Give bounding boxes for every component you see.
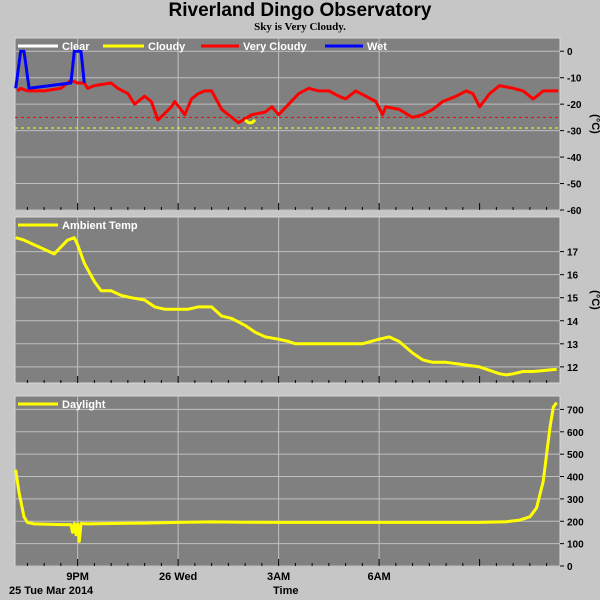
y-tick-label: 17 [567,248,579,259]
y-tick-label: 100 [567,540,584,551]
x-tick-label: 26 Wed [159,571,197,583]
chart-subtitle: Sky is Very Cloudy. [254,21,346,33]
date-label: 25 Tue Mar 2014 [9,585,94,597]
y-tick-label: -30 [567,127,582,138]
plot-area-daylight [14,395,561,567]
x-tick-label: 6AM [367,571,390,583]
y-axis-label: (°C) [589,114,600,134]
panel-ambient: 17 16 15 14 13 12 (°C) Ambient Temp [14,216,600,384]
y-tick-label: 500 [567,450,584,461]
x-tick-label: 9PM [66,571,89,583]
series-line-ambient-temp [15,236,557,377]
y-tick-label: 13 [567,340,579,351]
y-tick-label: 600 [567,428,584,439]
plot-area-sky [14,37,561,211]
legend-label: Clear [62,41,90,53]
y-tick-label: 0 [567,47,573,58]
y-tick-label: 0 [567,562,573,573]
legend-label: Ambient Temp [62,220,138,232]
legend-label: Cloudy [148,41,186,53]
y-tick-label: 14 [567,317,579,328]
y-tick-label: -20 [567,100,582,111]
chart-title: Riverland Dingo Observatory [168,0,432,21]
series-line-wet [14,49,86,90]
y-tick-label: -40 [567,153,582,164]
y-axis-label: (°C) [589,290,600,310]
y-tick-label: -10 [567,74,582,85]
y-tick-label: 200 [567,517,584,528]
legend-label: Daylight [62,399,106,411]
series-line-very-cloudy [16,78,559,125]
x-axis-title: Time [273,585,299,597]
panel-daylight: 700 600 500 400 300 200 100 0 Daylight [14,395,584,573]
x-tick-label: 3AM [267,571,290,583]
legend-label: Very Cloudy [243,41,307,53]
series-line-cloudy [244,118,257,125]
y-tick-label: 15 [567,294,579,305]
y-tick-label: 400 [567,473,584,484]
plot-area-ambient [14,216,561,384]
y-tick-label: 16 [567,271,579,282]
y-tick-label: 12 [567,363,579,374]
y-tick-label: 700 [567,405,584,416]
y-tick-label: -60 [567,206,582,217]
y-tick-label: -50 [567,180,582,191]
panel-sky: 0 -10 -20 -30 -40 -50 -60 (°C) Clear Cloudy Very C… [14,37,600,217]
legend-label: Wet [367,41,387,53]
series-line-daylight [14,401,558,543]
y-tick-label: 300 [567,495,584,506]
